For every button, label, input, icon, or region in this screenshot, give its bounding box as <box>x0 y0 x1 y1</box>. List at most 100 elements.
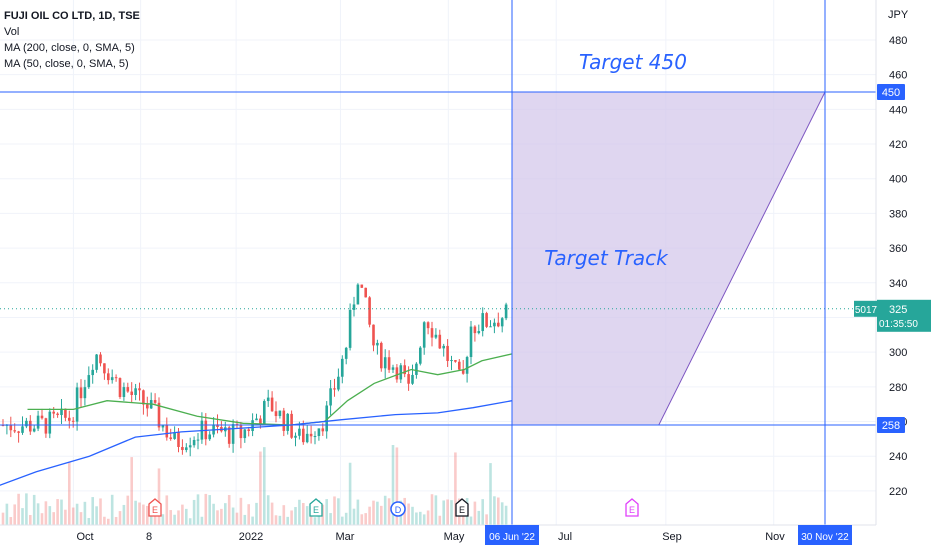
volume-bar <box>181 504 184 525</box>
volume-bar <box>231 507 235 525</box>
event-marker[interactable]: E <box>148 498 162 517</box>
volume-bar <box>500 502 504 525</box>
volume-bar <box>286 516 289 525</box>
candle-body <box>259 418 262 425</box>
candle-body <box>465 357 469 374</box>
volume-bar <box>411 506 414 525</box>
candle-body <box>294 435 297 438</box>
symbol-title[interactable]: FUJI OIL CO LTD, 1D, TSE <box>4 10 140 22</box>
volume-bar <box>17 493 20 525</box>
volume-bar <box>220 508 223 525</box>
candle-body <box>216 424 219 427</box>
volume-bar <box>333 496 336 525</box>
candle-body <box>348 309 352 348</box>
candle-body <box>103 363 106 374</box>
price-tick-label: 360 <box>889 243 907 255</box>
time-marker-end[interactable]: 30 Nov '22 <box>801 532 849 543</box>
chart-grid <box>0 0 876 525</box>
vertical-lines[interactable] <box>511 0 826 525</box>
candle-body <box>380 342 383 369</box>
candle-body <box>325 405 328 432</box>
volume-tag-label: 5017 <box>855 305 878 316</box>
time-tick-label: Mar <box>336 531 355 543</box>
candle-body <box>239 425 243 439</box>
candle-body <box>91 369 94 376</box>
candle-body <box>430 328 434 338</box>
volume-bar <box>325 499 328 525</box>
ma200-line <box>0 400 513 486</box>
volume-bar <box>270 502 274 525</box>
candle-body <box>25 420 28 427</box>
volume-bar <box>173 514 176 525</box>
price-tag-258[interactable]: 258 <box>882 420 900 432</box>
last-price-label[interactable]: 325 <box>889 304 907 316</box>
candle-body <box>298 428 301 436</box>
volume-bar <box>196 494 200 525</box>
candle-body <box>309 433 313 437</box>
volume-bar <box>504 505 508 525</box>
candle-body <box>313 436 317 438</box>
event-marker[interactable]: E <box>625 498 639 517</box>
candle-body <box>344 347 348 359</box>
time-marker-start-bg <box>485 525 539 545</box>
countdown-label: 01:35:50 <box>879 319 918 330</box>
candle-body <box>274 411 278 417</box>
candle-body <box>364 287 367 298</box>
volume-bar <box>247 504 250 525</box>
candle-body <box>192 439 196 446</box>
time-marker-end-bg <box>798 525 852 545</box>
price-tag-258-bg <box>877 417 905 433</box>
price-tick-label: 440 <box>889 104 907 116</box>
ma50-indicator-label[interactable]: MA (50, close, 0, SMA, 5) <box>4 58 129 70</box>
event-marker[interactable]: E <box>309 498 323 517</box>
ma200-indicator-label[interactable]: MA (200, close, 0, SMA, 5) <box>4 42 135 54</box>
volume-bar <box>294 507 297 525</box>
candle-body <box>255 418 258 421</box>
candle-body <box>419 347 422 364</box>
volume-indicator-label[interactable]: Vol <box>4 26 20 38</box>
candlestick-series <box>1 283 508 457</box>
candle-body <box>13 430 16 432</box>
event-marker-letter: E <box>152 505 158 515</box>
time-tick-label: 8 <box>146 531 152 543</box>
earnings-marker-icon <box>148 498 162 517</box>
price-tag-450[interactable]: 450 <box>882 87 900 99</box>
volume-bar <box>87 518 91 525</box>
price-axis[interactable]: JPY4804604404204003803603403002802602402… <box>854 0 932 550</box>
volume-bar <box>259 451 262 525</box>
volume-bar <box>216 510 219 525</box>
time-axis-background <box>0 525 932 550</box>
event-marker[interactable]: D <box>390 501 406 517</box>
event-marker-letter: E <box>313 505 319 515</box>
candle-body <box>75 387 79 422</box>
earnings-marker-icon <box>455 498 469 517</box>
candle-body <box>60 408 63 416</box>
volume-bar <box>83 501 87 525</box>
volume-bar <box>497 497 500 525</box>
price-tick-label: 460 <box>889 70 907 82</box>
candle-body <box>17 431 20 433</box>
volume-bar <box>469 516 473 525</box>
time-axis[interactable]: Oct 8 2022 Mar May Jul Sep Nov 06 Jun '22 30 Nov … <box>0 524 932 550</box>
horizontal-lines[interactable] <box>0 91 876 426</box>
candle-body <box>438 334 442 349</box>
time-tick-label: 2022 <box>239 531 263 543</box>
volume-bar <box>25 493 28 525</box>
candle-body <box>368 297 371 325</box>
event-marker[interactable]: E <box>455 498 469 517</box>
volume-bar <box>185 508 188 525</box>
candle-body <box>71 420 75 422</box>
price-tag-450-bg <box>877 84 905 100</box>
price-tick-label: 300 <box>889 347 907 359</box>
volume-bar <box>352 508 356 525</box>
time-tick-label: Jul <box>558 531 572 543</box>
time-marker-start[interactable]: 06 Jun '22 <box>489 532 535 543</box>
volume-bar <box>364 513 367 525</box>
volume-bar <box>251 516 254 525</box>
candle-body <box>146 404 149 409</box>
candle-body <box>266 397 270 402</box>
target-450-label: Target 450 <box>579 50 687 74</box>
candle-body <box>134 388 137 395</box>
